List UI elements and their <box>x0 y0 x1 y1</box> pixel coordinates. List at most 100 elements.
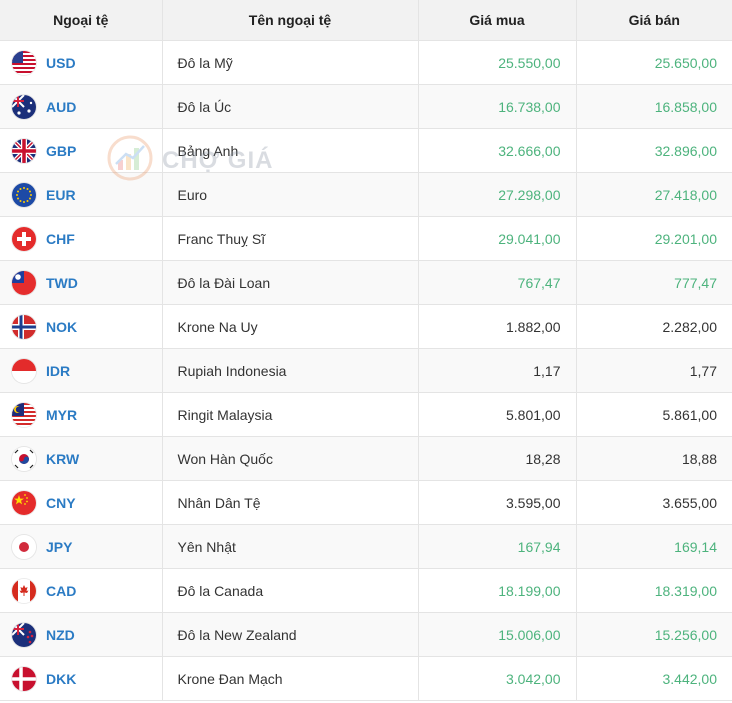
au-flag-icon <box>12 94 36 119</box>
currency-code-cell: KRW <box>0 436 163 481</box>
buy-price: 18,28 <box>418 436 577 481</box>
currency-name: Franc Thuỵ Sĩ <box>162 216 419 261</box>
currency-code-cell: EUR <box>0 172 163 217</box>
table-row: AUD Đô la Úc 16.738,00 16.858,00 <box>0 84 732 129</box>
table-row: NOK Krone Na Uy 1.882,00 2.282,00 <box>0 304 732 349</box>
currency-code-link[interactable]: IDR <box>46 362 71 379</box>
table-row: JPY Yên Nhật 167,94 169,14 <box>0 524 732 569</box>
id-flag-icon <box>12 358 36 383</box>
currency-code-cell: CNY <box>0 480 163 525</box>
table-row: NZD Đô la New Zealand 15.006,00 15.256,00 <box>0 612 732 657</box>
currency-code-link[interactable]: CHF <box>46 230 75 247</box>
currency-code-link[interactable]: USD <box>46 54 76 71</box>
currency-code-link[interactable]: TWD <box>46 274 78 291</box>
currency-name: Bảng Anh <box>162 128 419 173</box>
currency-code-link[interactable]: NZD <box>46 626 75 643</box>
currency-code-cell: GBP <box>0 128 163 173</box>
currency-code-cell: CAD <box>0 568 163 613</box>
no-flag-icon <box>12 314 36 339</box>
currency-name: Krone Na Uy <box>162 304 419 349</box>
table-row: CAD Đô la Canada 18.199,00 18.319,00 <box>0 568 732 613</box>
us-flag-icon <box>12 50 36 75</box>
sell-price: 32.896,00 <box>576 128 732 173</box>
sell-price: 5.861,00 <box>576 392 732 437</box>
sell-price: 18,88 <box>576 436 732 481</box>
currency-code-wrap: CNY <box>12 490 162 515</box>
currency-code-cell: CHF <box>0 216 163 261</box>
currency-code-wrap: EUR <box>12 182 162 207</box>
currency-code-cell: IDR <box>0 348 163 393</box>
currency-name: Won Hàn Quốc <box>162 436 419 481</box>
currency-name: Nhân Dân Tệ <box>162 480 419 525</box>
buy-price: 27.298,00 <box>418 172 577 217</box>
sell-price: 1,77 <box>576 348 732 393</box>
kr-flag-icon <box>12 446 36 471</box>
nz-flag-icon <box>12 622 36 647</box>
currency-code-link[interactable]: EUR <box>46 186 76 203</box>
table-row: IDR Rupiah Indonesia 1,17 1,77 <box>0 348 732 393</box>
currency-code-wrap: CHF <box>12 226 162 251</box>
sell-price: 18.319,00 <box>576 568 732 613</box>
buy-price: 32.666,00 <box>418 128 577 173</box>
table-row: CNY Nhân Dân Tệ 3.595,00 3.655,00 <box>0 480 732 525</box>
currency-code-cell: DKK <box>0 656 163 701</box>
buy-price: 3.595,00 <box>418 480 577 525</box>
eu-flag-icon <box>12 182 36 207</box>
currency-code-link[interactable]: CNY <box>46 494 76 511</box>
currency-code-wrap: MYR <box>12 402 162 427</box>
currency-name: Đô la Canada <box>162 568 419 613</box>
buy-price: 25.550,00 <box>418 40 577 85</box>
sell-price: 27.418,00 <box>576 172 732 217</box>
sell-price: 15.256,00 <box>576 612 732 657</box>
buy-price: 5.801,00 <box>418 392 577 437</box>
sell-price: 29.201,00 <box>576 216 732 261</box>
table-row: DKK Krone Đan Mạch 3.042,00 3.442,00 <box>0 656 732 701</box>
header-buy-price: Giá mua <box>418 0 577 41</box>
dk-flag-icon <box>12 666 36 691</box>
currency-code-cell: NOK <box>0 304 163 349</box>
currency-name: Đô la New Zealand <box>162 612 419 657</box>
buy-price: 15.006,00 <box>418 612 577 657</box>
currency-code-cell: MYR <box>0 392 163 437</box>
currency-code-link[interactable]: DKK <box>46 670 77 687</box>
buy-price: 29.041,00 <box>418 216 577 261</box>
currency-name: Euro <box>162 172 419 217</box>
table-row: KRW Won Hàn Quốc 18,28 18,88 <box>0 436 732 481</box>
ch-flag-icon <box>12 226 36 251</box>
currency-code-cell: USD <box>0 40 163 85</box>
buy-price: 18.199,00 <box>418 568 577 613</box>
gb-flag-icon <box>12 138 36 163</box>
sell-price: 3.442,00 <box>576 656 732 701</box>
currency-code-link[interactable]: GBP <box>46 142 77 159</box>
buy-price: 167,94 <box>418 524 577 569</box>
buy-price: 1.882,00 <box>418 304 577 349</box>
currency-code-link[interactable]: MYR <box>46 406 78 423</box>
ca-flag-icon <box>12 578 36 603</box>
currency-code-wrap: GBP <box>12 138 162 163</box>
sell-price: 3.655,00 <box>576 480 732 525</box>
currency-code-wrap: DKK <box>12 666 162 691</box>
table-row: MYR Ringit Malaysia 5.801,00 5.861,00 <box>0 392 732 437</box>
sell-price: 16.858,00 <box>576 84 732 129</box>
currency-code-link[interactable]: NOK <box>46 318 78 335</box>
table-row: EUR Euro 27.298,00 27.418,00 <box>0 172 732 217</box>
currency-code-link[interactable]: KRW <box>46 450 80 467</box>
header-currency-code: Ngoại tệ <box>0 0 163 41</box>
table-row: USD Đô la Mỹ 25.550,00 25.650,00 <box>0 40 732 85</box>
currency-code-link[interactable]: CAD <box>46 582 77 599</box>
currency-code-wrap: NOK <box>12 314 162 339</box>
currency-code-link[interactable]: AUD <box>46 98 77 115</box>
currency-code-link[interactable]: JPY <box>46 538 73 555</box>
table-body: USD Đô la Mỹ 25.550,00 25.650,00 AUD Đô la Úc… <box>0 40 732 701</box>
currency-code-cell: TWD <box>0 260 163 305</box>
currency-code-wrap: TWD <box>12 270 162 295</box>
currency-name: Krone Đan Mạch <box>162 656 419 701</box>
currency-name: Yên Nhật <box>162 524 419 569</box>
currency-code-wrap: JPY <box>12 534 162 559</box>
currency-code-wrap: NZD <box>12 622 162 647</box>
currency-code-cell: NZD <box>0 612 163 657</box>
currency-name: Đô la Đài Loan <box>162 260 419 305</box>
sell-price: 169,14 <box>576 524 732 569</box>
